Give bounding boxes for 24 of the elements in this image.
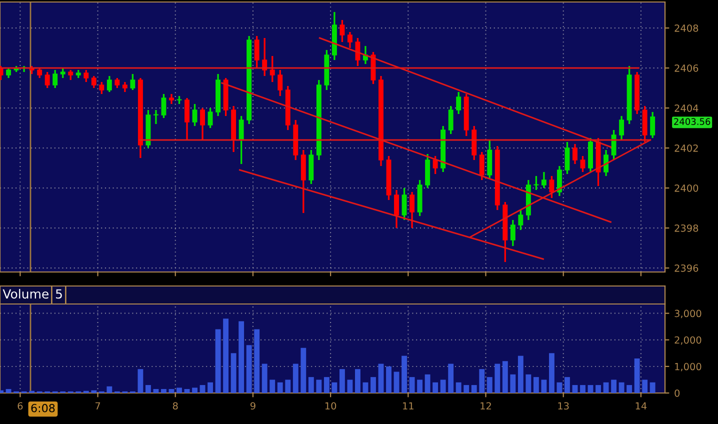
y-tick-label: 2396 xyxy=(674,264,698,272)
x-tick-label: 13 xyxy=(558,402,569,410)
y-tick-label: 2404 xyxy=(674,104,698,112)
annotation: 2403.56 xyxy=(674,118,710,125)
y-tick-label: 0 xyxy=(674,389,680,397)
text: 5 xyxy=(56,289,62,299)
x-tick-label: 11 xyxy=(403,402,414,410)
y-tick-label: 1,000 xyxy=(675,362,702,372)
x-tick-label: 7 xyxy=(95,402,100,410)
y-tick-label: 2,000 xyxy=(674,336,702,345)
y-tick-label: 2402 xyxy=(674,144,698,152)
x-tick-label: 12 xyxy=(480,402,491,410)
y-tick-label: 2400 xyxy=(674,184,698,192)
y-tick-label: 2408 xyxy=(674,24,698,32)
y-tick-label: 2406 xyxy=(674,64,698,72)
ref-line-label: 6:08 xyxy=(31,404,55,412)
x-tick-label: 14 xyxy=(636,402,647,410)
y-tick-label: 2398 xyxy=(674,224,698,232)
x-tick-label: 6 xyxy=(18,402,23,410)
text: Volume xyxy=(2,288,48,299)
x-tick-label: 8 xyxy=(172,402,178,410)
y-tick-label: 3,000 xyxy=(674,310,702,318)
x-tick-label: 10 xyxy=(325,402,336,410)
x-tick-label: 9 xyxy=(250,402,256,410)
